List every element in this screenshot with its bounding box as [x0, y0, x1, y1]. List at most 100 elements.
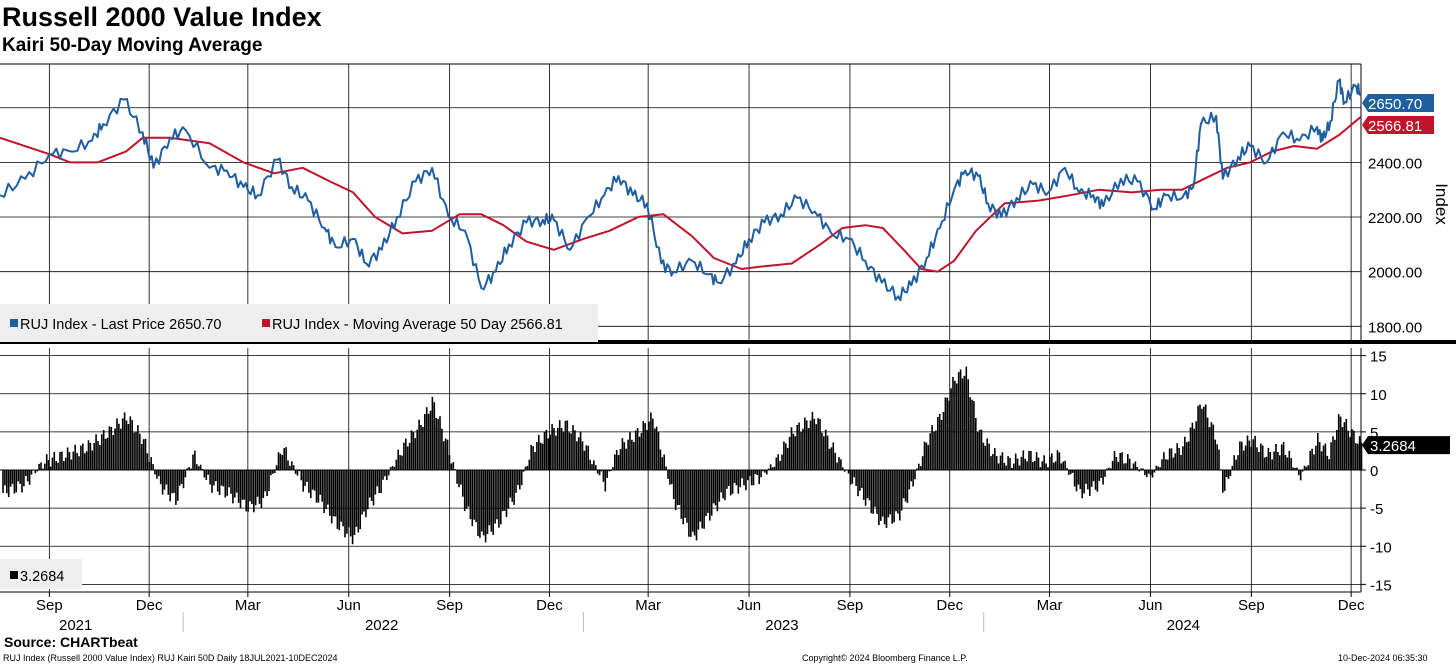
kairi-bar: [494, 470, 496, 524]
kairi-bar: [405, 438, 407, 470]
kairi-bar: [652, 418, 654, 470]
kairi-bar: [923, 441, 926, 470]
kairi-bar: [562, 431, 565, 470]
kairi-bar: [864, 470, 867, 506]
kairi-bar: [743, 470, 745, 486]
kairi-bar: [1089, 470, 1091, 496]
kairi-bar: [967, 379, 969, 470]
legend-ma-label: RUJ Index - Moving Average 50 Day 2566.8…: [272, 317, 563, 333]
kairi-bar: [737, 470, 740, 494]
kairi-bar: [1241, 441, 1243, 470]
kairi-bar: [925, 442, 928, 470]
legend-ma-swatch: [262, 319, 270, 327]
kairi-bar: [1317, 433, 1319, 470]
kairi-bar: [1322, 445, 1325, 470]
kairi-bar: [935, 430, 937, 470]
kairi-bar: [463, 470, 466, 512]
kairi-bar: [1258, 452, 1260, 470]
kairi-bar: [1242, 450, 1245, 470]
kairi-bar: [1115, 457, 1118, 470]
kairi-bar: [283, 448, 285, 470]
kairi-bar: [406, 446, 409, 470]
kairi-bar: [357, 470, 360, 533]
kairi-bar: [646, 430, 648, 470]
kairi-bar: [1113, 451, 1116, 470]
kairi-bar: [1140, 468, 1142, 470]
kairi-bar: [995, 456, 998, 470]
kairi-bar: [13, 470, 16, 494]
kairi-bar: [593, 460, 595, 470]
kairi-bar: [424, 414, 426, 470]
kairi-bar: [1083, 470, 1085, 494]
kairi-bar: [479, 470, 481, 538]
kairi-bar: [281, 454, 284, 470]
kairi-bar: [541, 443, 544, 470]
kairi-bar: [380, 470, 382, 493]
kairi-bar: [528, 459, 531, 470]
kairi-bar: [446, 439, 449, 470]
kairi-bar: [1216, 444, 1218, 470]
kairi-bar: [1136, 467, 1139, 470]
kairi-bar: [1121, 452, 1123, 470]
kairi-bar: [781, 454, 783, 470]
kairi-bar: [279, 453, 282, 470]
kairi-bar: [1049, 456, 1051, 470]
kairi-bar: [828, 448, 831, 470]
kairi-bar: [840, 459, 842, 470]
kairi-bar: [150, 457, 152, 470]
kairi-bar: [938, 413, 941, 470]
kairi-bar: [705, 470, 707, 516]
top-ytick-label: 2000.00: [1368, 265, 1422, 282]
kairi-bar: [203, 470, 206, 478]
kairi-bar: [1269, 452, 1272, 470]
kairi-bar: [1330, 442, 1332, 470]
kairi-bar: [1320, 451, 1323, 470]
kairi-bar: [906, 470, 909, 503]
x-month-label: Jun: [1138, 597, 1162, 614]
kairi-bar: [990, 456, 992, 470]
kairi-bar: [918, 463, 920, 470]
kairi-bar: [583, 450, 586, 470]
x-month-label: Sep: [36, 597, 63, 614]
kairi-bar: [507, 470, 510, 509]
kairi-bar: [1328, 459, 1330, 470]
kairi-bar: [158, 470, 160, 477]
kairi-bar: [475, 470, 477, 523]
bottom-ytick-label: -10: [1370, 539, 1392, 556]
kairi-bar: [201, 469, 204, 470]
kairi-bar: [399, 455, 401, 470]
kairi-bar: [1347, 430, 1349, 470]
kairi-bar: [395, 459, 398, 470]
kairi-bar: [40, 462, 42, 470]
kairi-bar: [690, 470, 692, 537]
kairi-bar: [403, 442, 405, 470]
kairi-bar: [359, 470, 361, 530]
kairi-bar: [171, 470, 173, 494]
kairi-bar: [112, 435, 114, 470]
panel-divider: [0, 340, 1456, 344]
kairi-bar: [209, 470, 211, 485]
kairi-bar: [273, 470, 276, 474]
kairi-bar: [851, 470, 854, 484]
bottom-ytick-label: 0: [1370, 463, 1378, 480]
kairi-bar: [1254, 435, 1256, 470]
kairi-bar: [42, 468, 44, 470]
kairi-bar: [258, 470, 261, 504]
kairi-bar: [64, 457, 67, 470]
kairi-bar: [1157, 466, 1159, 470]
kairi-bar: [1056, 450, 1059, 470]
kairi-bar: [813, 418, 816, 470]
kairi-bar: [834, 452, 836, 470]
kairi-bar: [1155, 465, 1158, 470]
kairi-bar: [1189, 427, 1192, 470]
kairi-bar: [783, 441, 785, 470]
kairi-bar: [1085, 470, 1087, 484]
kairi-bar: [1280, 444, 1283, 470]
kairi-bar: [741, 470, 743, 479]
kairi-bar: [224, 470, 227, 498]
kairi-bar: [123, 412, 126, 470]
kairi-bar: [7, 470, 10, 498]
kairi-bar: [351, 470, 354, 545]
kairi-bar: [435, 417, 437, 470]
kairi-bar: [2, 470, 4, 493]
